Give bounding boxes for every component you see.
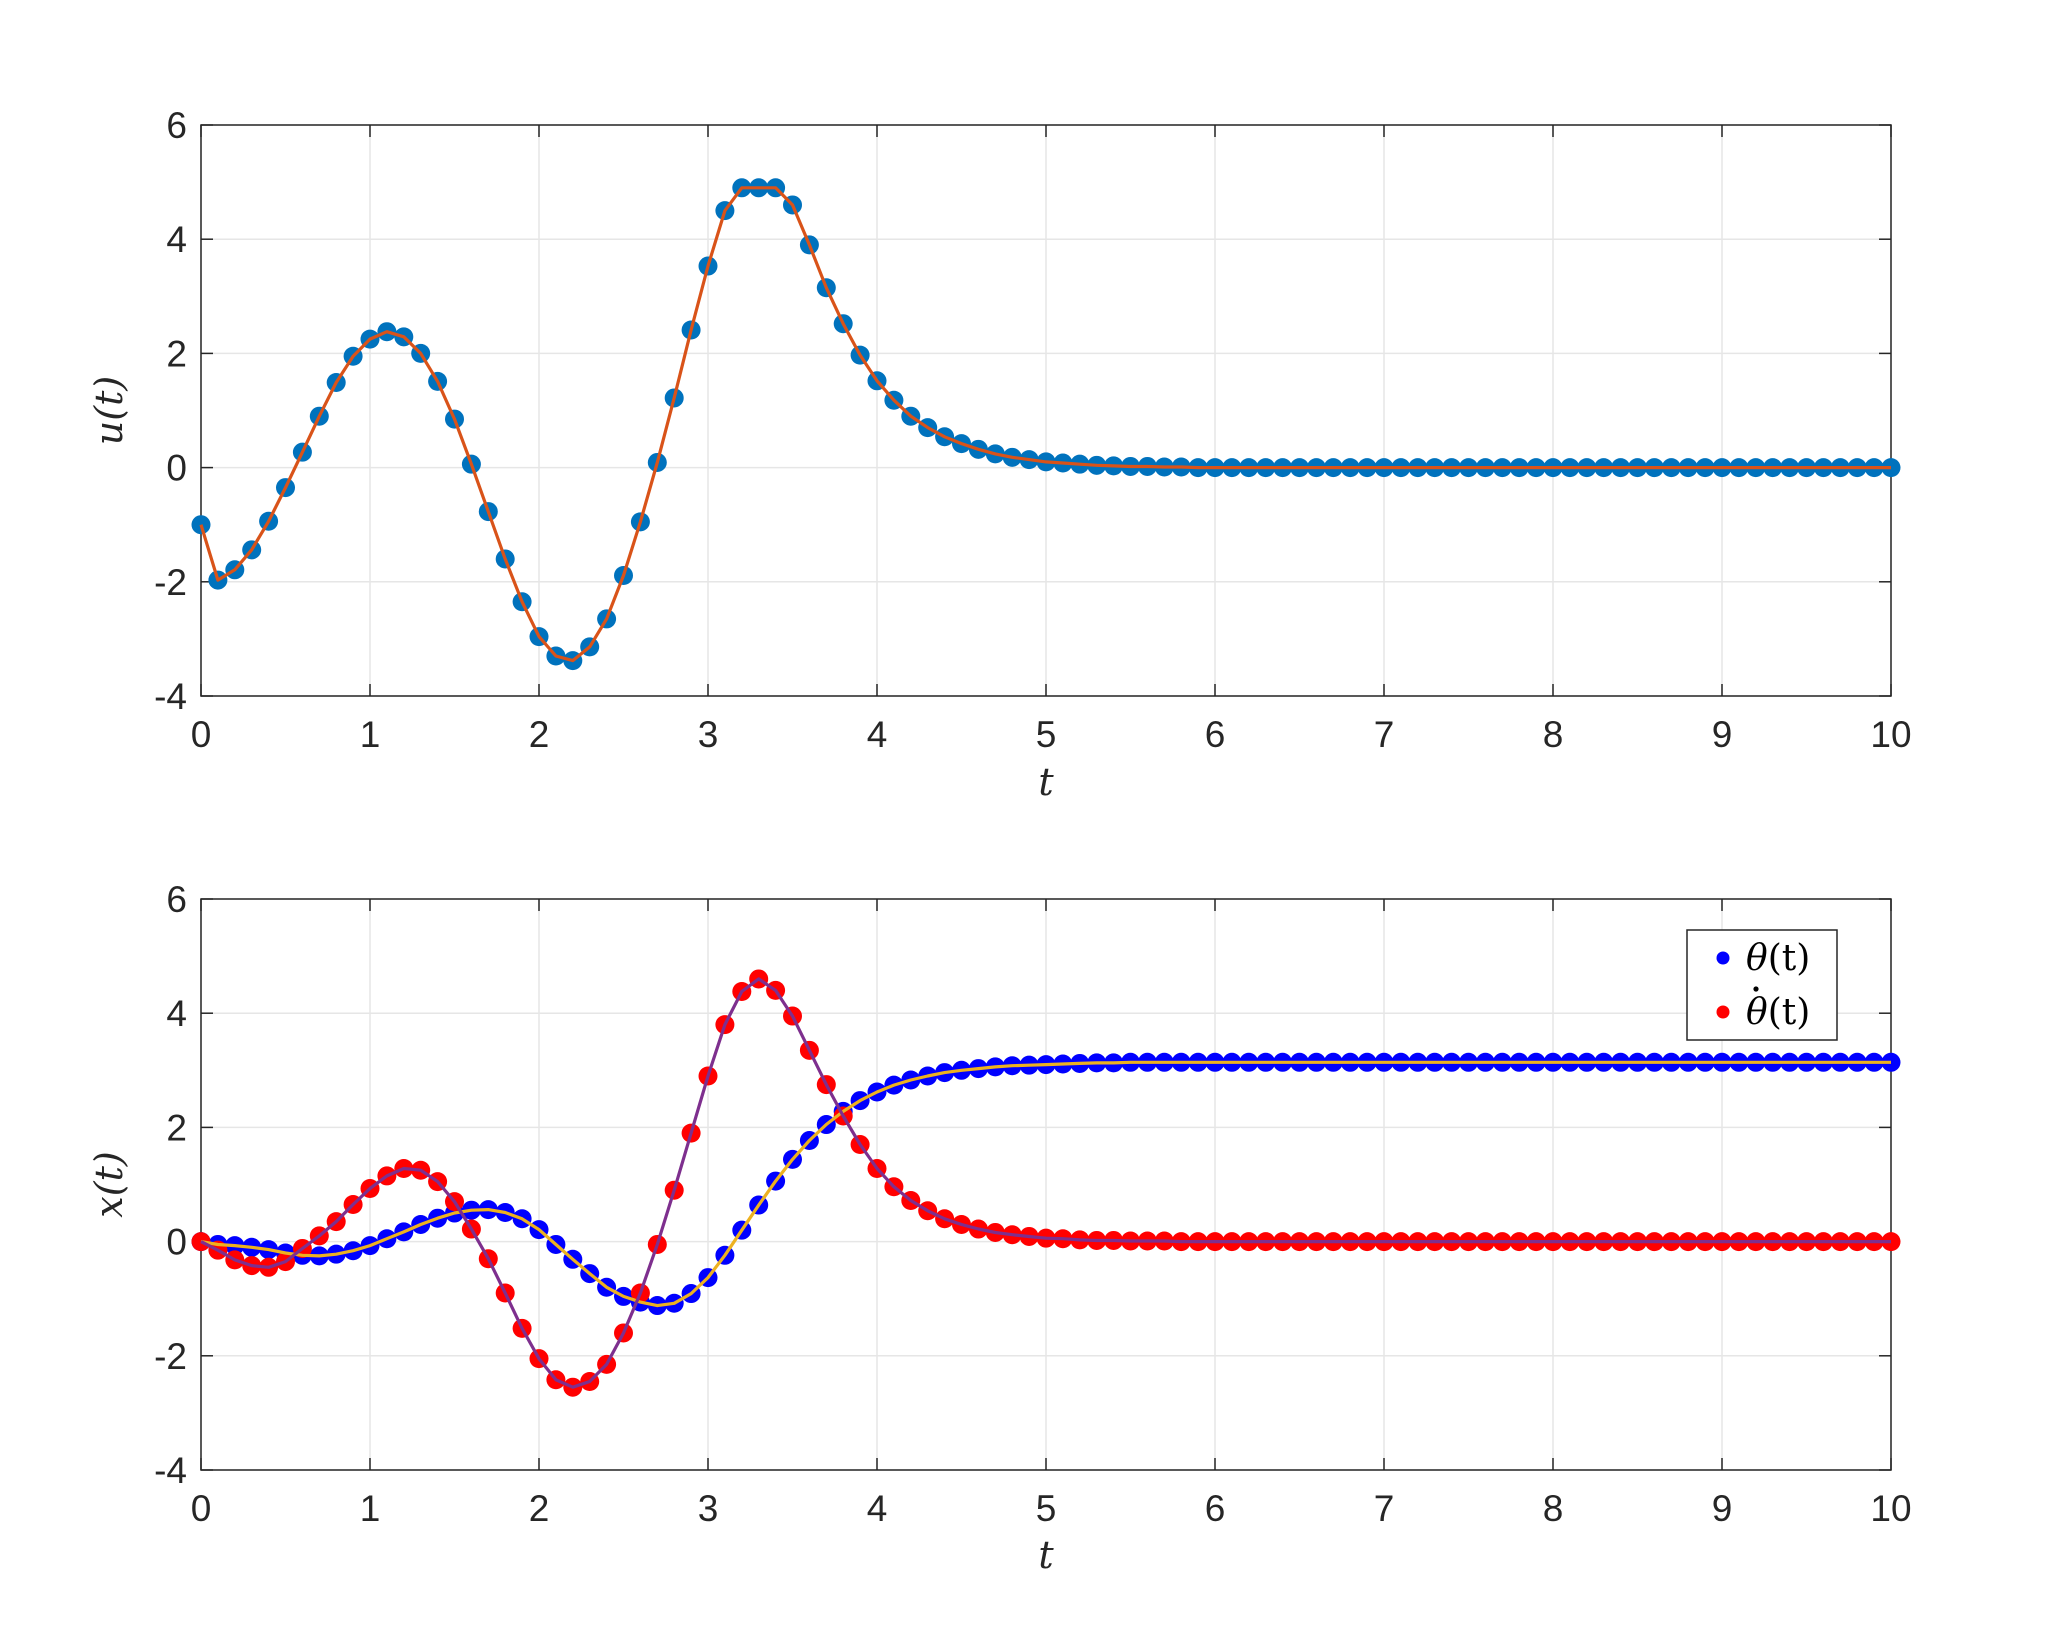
x-tick-label: 10 — [1870, 1488, 1911, 1529]
x-tick-label: 2 — [529, 1488, 550, 1529]
legend-entry-label: θ(t) — [1746, 992, 1810, 1033]
legend-marker — [1716, 951, 1730, 965]
legend-arg: (t) — [1768, 992, 1811, 1033]
x-tick-label: 7 — [1374, 1488, 1395, 1529]
series-1-line — [199, 186, 1891, 663]
plot-panel-1: 0 1 2 3 4 5 6 7 8 9 10 -4 -2 0 2 4 6 t u(t) — [87, 105, 1912, 804]
y-tick-label: 4 — [166, 219, 187, 260]
x-axis-label: t — [1038, 1533, 1054, 1577]
x-tick-label: 6 — [1205, 714, 1226, 755]
x-tick-label: 5 — [1036, 1488, 1057, 1529]
x-tick-label: 6 — [1205, 1488, 1226, 1529]
x-tick-label: 4 — [867, 714, 888, 755]
x-tick-label: 8 — [1543, 1488, 1564, 1529]
series-2-markers — [191, 969, 1901, 1397]
y-tick-label: 4 — [166, 993, 187, 1034]
series-2-line — [200, 977, 1891, 1389]
x-tick-label: 3 — [698, 714, 719, 755]
x-tick-label: 8 — [1543, 714, 1564, 755]
series-1-line — [200, 1060, 1891, 1308]
x-tick-label: 4 — [867, 1488, 888, 1529]
y-tick-label: 2 — [166, 1107, 187, 1148]
legend-symbol: θ — [1746, 992, 1768, 1033]
x-tick-label: 10 — [1870, 714, 1911, 755]
y-axis-label: u(t) — [87, 376, 131, 445]
y-tick-label: 0 — [166, 1222, 187, 1263]
x-tick-label: 1 — [360, 714, 381, 755]
y-tick-label: -2 — [154, 562, 187, 603]
y-tick-label: 0 — [166, 448, 187, 489]
legend-marker — [1716, 1005, 1730, 1019]
x-tick-label: 9 — [1712, 1488, 1733, 1529]
x-tick-label: 9 — [1712, 714, 1733, 755]
x-axis-label: t — [1038, 760, 1054, 804]
legend-box — [1686, 929, 1838, 1041]
x-tick-label: 7 — [1374, 714, 1395, 755]
x-tick-label: 3 — [698, 1488, 719, 1529]
legend-arg: (t) — [1768, 938, 1811, 979]
x-tick-label: 0 — [191, 1488, 212, 1529]
x-tick-label: 1 — [360, 1488, 381, 1529]
x-tick-label: 2 — [529, 714, 550, 755]
legend-symbol: θ — [1746, 938, 1768, 979]
y-tick-label: 6 — [166, 879, 187, 920]
legend-derivative-dot — [1753, 986, 1759, 992]
legend: θ(t)θ(t) — [1686, 929, 1838, 1041]
y-tick-label: -4 — [154, 1450, 187, 1491]
y-tick-label: 6 — [166, 105, 187, 146]
x-tick-label: 0 — [191, 714, 212, 755]
y-tick-label: -4 — [154, 676, 187, 717]
y-tick-label: -2 — [154, 1336, 187, 1377]
legend-entry-label: θ(t) — [1746, 938, 1810, 979]
y-axis-label: x(t) — [87, 1151, 131, 1217]
x-tick-label: 5 — [1036, 714, 1057, 755]
y-tick-label: 2 — [166, 333, 187, 374]
